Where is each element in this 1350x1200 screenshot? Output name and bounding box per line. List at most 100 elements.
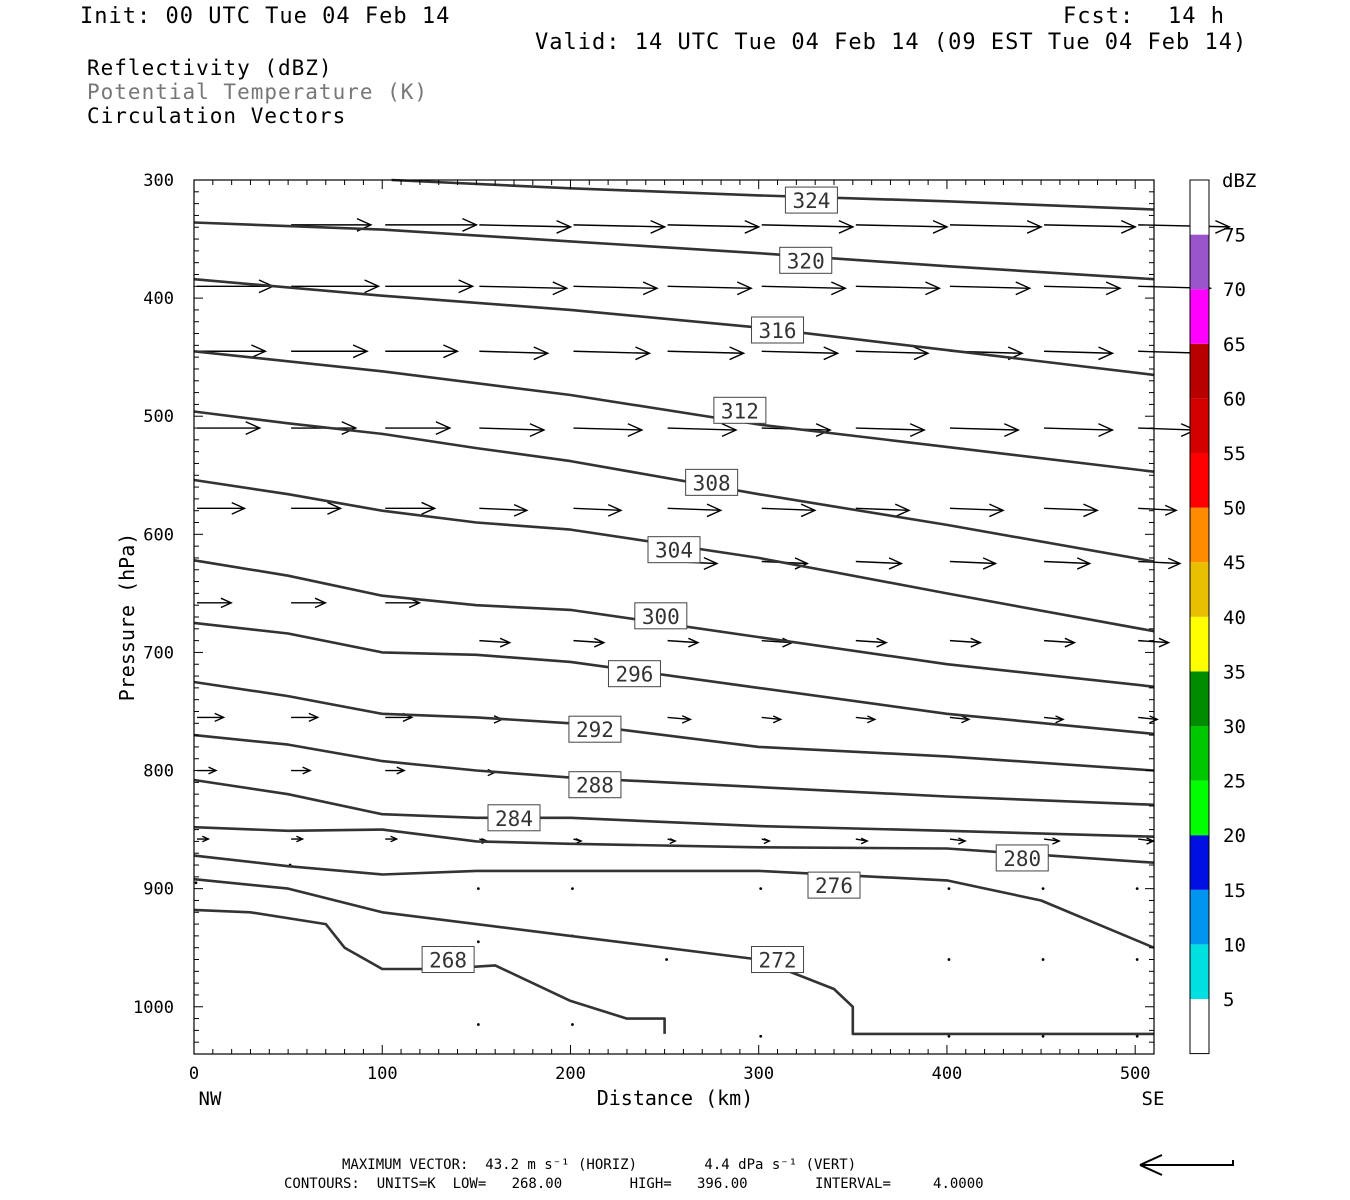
- vector-head: [688, 637, 700, 648]
- vector-head: [341, 421, 358, 435]
- vector-head: [593, 637, 606, 648]
- vector-head: [650, 219, 667, 234]
- colorbar-border: [1189, 179, 1210, 1055]
- vector-head: [513, 503, 529, 517]
- vector-head: [1055, 715, 1065, 724]
- vector-dot: [1135, 887, 1139, 891]
- vector-head: [208, 766, 218, 775]
- vector-head: [421, 501, 437, 515]
- legend-circulation-vectors: Circulation Vectors: [87, 104, 347, 128]
- theta-contours: 324 320 316 312 308 304 300 296 292 288 284 280 276 2…: [193, 178, 1155, 1036]
- circulation-vector: [949, 838, 966, 842]
- contour-label-box: [634, 602, 688, 630]
- x-end-label-nw: NW: [199, 1088, 222, 1110]
- vector-dot: [947, 958, 951, 961]
- vector-dot: [476, 1023, 480, 1026]
- colorbar-label: 10: [1223, 934, 1246, 956]
- theta-contour-292: [193, 680, 1155, 772]
- vector-dot: [194, 881, 198, 885]
- x-tick-label: 300: [743, 1064, 774, 1084]
- contour-label-box: [607, 660, 661, 688]
- vector-head: [894, 503, 911, 518]
- colorbar-segment: [1190, 726, 1209, 781]
- colorbar-segment: [1190, 343, 1209, 399]
- vector-head: [327, 501, 343, 515]
- vector-head: [838, 219, 855, 234]
- contour-label: 268: [429, 949, 467, 973]
- circulation-vector: [855, 427, 925, 431]
- colorbar-segment: [1190, 780, 1209, 836]
- vector-head: [1120, 219, 1137, 234]
- circulation-vector: [1044, 285, 1121, 289]
- colorbar-label: 25: [1223, 771, 1246, 793]
- vector-head: [831, 281, 848, 296]
- colorbar-segment: [1190, 889, 1209, 945]
- circulation-vector: [855, 639, 887, 644]
- circulation-vector: [761, 224, 853, 228]
- colorbar-label: 75: [1223, 225, 1246, 247]
- circulation-vector: [667, 639, 699, 644]
- vector-head: [958, 837, 967, 845]
- vector-dot: [571, 1023, 574, 1026]
- vector-head: [1167, 557, 1182, 570]
- x-tick-label: 0: [189, 1064, 199, 1084]
- vector-dot: [476, 887, 480, 891]
- circulation-vector: [1044, 427, 1113, 431]
- vector-head: [681, 715, 693, 724]
- circulation-vector: [949, 224, 1042, 228]
- circulation-vector: [761, 285, 846, 289]
- circulation-vector: [949, 716, 970, 721]
- colorbar-label: 45: [1223, 552, 1246, 574]
- colorbar-segment: [1190, 398, 1209, 453]
- theta-contour-320: [193, 221, 1155, 281]
- colorbar-segment: [1190, 180, 1209, 235]
- circulation-vector: [573, 350, 650, 354]
- colorbar-label: 55: [1223, 443, 1246, 465]
- vector-head: [627, 423, 644, 437]
- contour-label-box: [487, 804, 541, 832]
- vector-head: [989, 503, 1005, 518]
- vector-dot: [1041, 958, 1045, 961]
- colorbar-segment: [1190, 562, 1209, 617]
- circulation-vector: [667, 224, 759, 228]
- x-tick-label: 200: [555, 1064, 586, 1084]
- circulation-vector: [479, 285, 567, 289]
- vector-head: [314, 597, 328, 609]
- contour-label: 288: [576, 774, 614, 798]
- x-tick-label: 500: [1120, 1064, 1151, 1084]
- forecast-label: Fcst:: [1063, 4, 1135, 29]
- contour-info-text: CONTOURS: UNITS=K LOW= 268.00 HIGH= 396.…: [284, 1176, 984, 1192]
- circulation-vector: [479, 427, 544, 431]
- theta-contour-304: [193, 478, 1155, 633]
- circulation-vector: [667, 350, 744, 354]
- vector-head: [909, 423, 926, 437]
- vector-head: [1004, 423, 1021, 437]
- contour-label-box: [685, 468, 739, 496]
- vector-head: [736, 281, 753, 296]
- x-tick-label: 100: [367, 1064, 398, 1084]
- vector-head: [390, 835, 399, 843]
- theta-contour-312: [193, 350, 1155, 473]
- vector-head: [302, 766, 312, 775]
- init-time: Init: 00 UTC Tue 04 Feb 14: [80, 4, 451, 29]
- forecast-hour: 14 h: [1168, 4, 1225, 29]
- contour-label: 324: [792, 189, 830, 213]
- vector-dot: [476, 940, 480, 944]
- vector-head: [1076, 557, 1092, 570]
- circulation-vector: [761, 350, 838, 354]
- colorbar-label: 35: [1223, 661, 1246, 683]
- contour-label: 320: [787, 249, 825, 273]
- y-tick-label: 300: [143, 171, 174, 191]
- colorbar-label: 15: [1223, 880, 1246, 902]
- colorbar-label: 40: [1223, 607, 1246, 629]
- colorbar-label: 65: [1223, 334, 1246, 356]
- vector-head: [462, 217, 479, 232]
- vector-head: [552, 281, 569, 296]
- vector-head: [1083, 503, 1099, 518]
- vector-head: [815, 423, 832, 437]
- vector-head: [296, 835, 305, 843]
- colorbar-segment: [1190, 835, 1209, 890]
- circulation-vector: [573, 507, 622, 512]
- circulation-vector: [1138, 560, 1181, 565]
